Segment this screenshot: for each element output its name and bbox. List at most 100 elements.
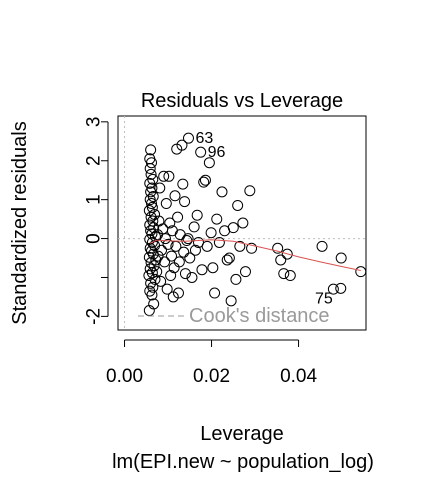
point-label: 96 xyxy=(208,144,226,161)
data-point xyxy=(198,176,210,188)
data-point xyxy=(156,244,168,256)
x-tick-label: 0.02 xyxy=(193,366,230,387)
data-point xyxy=(179,268,191,280)
data-point xyxy=(188,221,200,233)
data-points xyxy=(143,132,367,317)
data-point xyxy=(173,256,185,268)
data-point xyxy=(172,287,184,299)
data-point xyxy=(216,186,228,198)
data-point xyxy=(163,170,175,182)
data-point xyxy=(316,240,328,252)
y-axis-title: Standardized residuals xyxy=(9,121,31,324)
legend-label: Cook's distance xyxy=(189,305,330,327)
data-point xyxy=(149,273,161,285)
plot-frame xyxy=(117,115,367,331)
data-point xyxy=(176,139,188,151)
labeled-data-point xyxy=(195,146,207,158)
data-point xyxy=(278,268,290,280)
y-axis: -2 0 1 2 3 xyxy=(84,117,109,325)
data-point xyxy=(168,262,180,274)
data-point xyxy=(145,211,157,223)
data-point xyxy=(177,178,189,190)
data-point xyxy=(284,270,296,282)
data-point xyxy=(144,219,156,231)
x-tick-label: 0.00 xyxy=(106,366,143,387)
data-point xyxy=(157,223,169,235)
data-point xyxy=(186,271,198,283)
data-point xyxy=(144,285,156,297)
data-point xyxy=(230,273,242,285)
x-axis-title: Leverage xyxy=(200,423,283,445)
data-point xyxy=(146,236,158,248)
data-point xyxy=(161,283,173,295)
data-point xyxy=(209,287,221,299)
y-tick-label: 2 xyxy=(84,155,105,166)
data-point xyxy=(143,205,155,217)
data-point xyxy=(145,144,157,156)
data-point xyxy=(160,198,172,210)
data-point xyxy=(144,263,156,275)
data-point xyxy=(159,256,171,268)
data-point xyxy=(239,266,251,278)
data-point xyxy=(182,233,194,245)
data-point xyxy=(205,227,217,239)
y-tick-label: 3 xyxy=(84,117,105,128)
data-point xyxy=(189,244,201,256)
data-point xyxy=(244,185,256,197)
data-point xyxy=(144,177,156,189)
data-point xyxy=(223,252,235,264)
data-point xyxy=(148,298,160,310)
data-point xyxy=(327,283,339,295)
data-point xyxy=(172,211,184,223)
y-tick-label: 0 xyxy=(84,233,105,244)
data-point xyxy=(143,251,155,263)
data-point xyxy=(174,229,186,241)
data-point xyxy=(213,236,225,248)
data-point xyxy=(165,270,177,282)
data-point xyxy=(154,182,166,194)
point-label: 63 xyxy=(195,130,213,147)
data-point xyxy=(145,168,157,180)
data-point xyxy=(144,194,156,206)
data-point xyxy=(146,201,158,213)
data-point xyxy=(164,217,176,229)
data-point xyxy=(155,275,167,287)
chart-title: Residuals vs Leverage xyxy=(141,90,343,112)
data-point xyxy=(275,254,287,266)
point-label: 75 xyxy=(315,290,333,307)
data-point xyxy=(207,262,219,274)
data-point xyxy=(272,242,284,254)
data-point xyxy=(246,242,258,254)
data-point xyxy=(151,266,163,278)
labeled-data-point xyxy=(182,132,194,144)
data-point xyxy=(196,264,208,276)
data-point xyxy=(178,246,190,258)
x-tick-label: 0.04 xyxy=(280,366,317,387)
data-point xyxy=(199,174,211,186)
data-point xyxy=(159,233,171,245)
y-tick-label: 1 xyxy=(84,194,105,205)
data-point xyxy=(147,173,159,185)
data-point xyxy=(148,260,160,272)
data-point xyxy=(184,252,196,264)
model-formula: lm(EPI.new ~ population_log) xyxy=(112,451,374,473)
data-point xyxy=(158,170,170,182)
data-point xyxy=(232,199,244,211)
data-point xyxy=(234,240,246,252)
data-point xyxy=(166,250,178,262)
labeled-data-point xyxy=(335,282,347,294)
data-point xyxy=(191,209,203,221)
data-point xyxy=(203,157,215,169)
data-point xyxy=(227,222,239,234)
cooks-distance-legend: Cook's distance xyxy=(138,305,330,327)
data-point xyxy=(355,266,367,278)
x-axis: 0.00 0.02 0.04 xyxy=(106,339,317,387)
data-point xyxy=(201,240,213,252)
y-tick-label: -2 xyxy=(84,308,105,325)
data-point xyxy=(237,217,249,229)
data-point xyxy=(162,238,174,250)
data-point xyxy=(335,252,347,264)
data-point xyxy=(221,254,233,266)
